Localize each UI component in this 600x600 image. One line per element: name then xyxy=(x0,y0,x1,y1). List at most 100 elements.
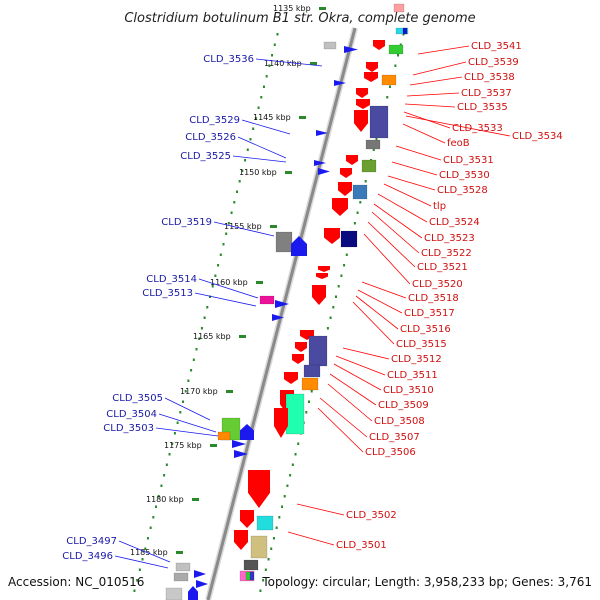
label-connector xyxy=(417,45,470,55)
gene-block xyxy=(217,431,231,441)
backbone xyxy=(205,27,358,600)
label-connector xyxy=(406,92,460,97)
forward-gene-label: CLD_3538 xyxy=(464,72,515,83)
label-connector xyxy=(402,123,446,144)
label-connector xyxy=(296,503,345,516)
label-connector xyxy=(355,295,399,330)
forward-gene-arrow xyxy=(366,62,378,72)
label-connector xyxy=(342,347,390,360)
gene-block xyxy=(323,41,337,50)
forward-gene-arrow xyxy=(356,88,368,98)
label-connector xyxy=(363,233,411,285)
forward-gene-arrow xyxy=(346,155,358,165)
forward-gene-label: CLD_3537 xyxy=(461,88,512,99)
forward-gene-arrow xyxy=(338,182,352,196)
forward-gene-label: CLD_3508 xyxy=(374,416,425,427)
small-gene-arrow xyxy=(272,314,284,321)
kbp-label: 1155 kbp xyxy=(224,222,262,231)
kbp-label: 1135 kbp xyxy=(273,4,311,13)
forward-gene-arrow xyxy=(234,530,248,550)
forward-gene-label: CLD_3539 xyxy=(468,57,519,68)
gene-block xyxy=(275,231,293,253)
gene-block xyxy=(340,230,358,248)
kbp-scale: 1135 kbp 1140 kbp 1145 kbp 1150 kbp 1155 kbp… xyxy=(130,4,326,557)
forward-gene-label: CLD_3502 xyxy=(346,510,397,521)
forward-gene-label: CLD_3511 xyxy=(387,370,438,381)
reverse-gene-arrow xyxy=(240,424,254,440)
forward-gene-arrow xyxy=(354,110,368,132)
forward-gene-arrow xyxy=(248,470,270,508)
map-title: Clostridium botulinum B1 str. Okra, comp… xyxy=(124,11,475,26)
kbp-tick xyxy=(310,62,317,65)
label-connector xyxy=(373,203,423,239)
forward-gene-arrow xyxy=(332,198,348,216)
gene-block xyxy=(250,535,268,559)
kbp-label: 1185 kbp xyxy=(130,548,168,557)
reverse-gene-labels: CLD_3536 CLD_3529 CLD_3526 CLD_3525 CLD_3519… xyxy=(62,54,254,562)
forward-gene-label: CLD_3531 xyxy=(443,155,494,166)
label-connector xyxy=(371,211,420,254)
forward-gene-arrow xyxy=(356,99,370,109)
forward-gene-label: tlp xyxy=(433,201,446,212)
forward-gene-label: CLD_3516 xyxy=(400,324,451,335)
gene-block xyxy=(173,572,189,582)
gene-block xyxy=(285,393,305,435)
label-connector xyxy=(367,221,416,268)
small-gene-arrow xyxy=(314,160,326,166)
forward-gene-label: CLD_3523 xyxy=(424,233,475,244)
forward-gene-label: CLD_3518 xyxy=(408,293,459,304)
kbp-tick xyxy=(226,390,233,393)
forward-gene-arrow xyxy=(292,354,304,364)
reverse-gene-label: CLD_3503 xyxy=(103,423,154,434)
kbp-label: 1175 kbp xyxy=(164,441,202,450)
reverse-gene-label: CLD_3536 xyxy=(203,54,254,65)
forward-gene-arrow xyxy=(284,372,298,384)
gene-block xyxy=(361,159,377,173)
forward-gene-label: CLD_3520 xyxy=(412,279,463,290)
label-connector xyxy=(232,155,287,163)
label-connector xyxy=(391,161,438,176)
reverse-gene-label: CLD_3504 xyxy=(106,409,157,420)
forward-gene-label: CLD_3512 xyxy=(391,354,442,365)
kbp-tick xyxy=(285,171,292,174)
gene-block xyxy=(165,587,183,600)
label-connector xyxy=(155,427,219,437)
gene-block xyxy=(388,44,404,55)
forward-gene-label: CLD_3501 xyxy=(336,540,387,551)
label-connector xyxy=(198,278,259,299)
forward-gene-arrow xyxy=(373,40,385,50)
forward-gene-labels: CLD_3541 CLD_3539 CLD_3538 CLD_3537 CLD_3535… xyxy=(336,41,563,551)
kbp-label: 1165 kbp xyxy=(193,332,231,341)
kbp-tick xyxy=(270,225,277,228)
forward-gene-label: CLD_3515 xyxy=(396,339,447,350)
forward-gene-label: CLD_3541 xyxy=(471,41,522,52)
gene-block xyxy=(301,377,319,391)
reverse-gene-arrow xyxy=(291,236,307,256)
small-gene-arrow xyxy=(316,130,328,136)
kbp-tick xyxy=(210,444,217,447)
label-connector xyxy=(404,103,456,108)
forward-gene-arrow xyxy=(312,285,326,305)
label-connector xyxy=(237,136,287,159)
forward-gene-label: CLD_3510 xyxy=(383,385,434,396)
forward-gene-label: CLD_3521 xyxy=(417,262,468,273)
forward-gene-arrow xyxy=(324,228,340,244)
forward-gene-label: CLD_3530 xyxy=(439,170,490,181)
gene-block xyxy=(395,27,409,35)
label-connector xyxy=(327,383,373,422)
label-connector xyxy=(352,301,395,345)
label-connector xyxy=(335,355,386,376)
gene-block xyxy=(243,559,259,571)
small-gene-arrow xyxy=(334,80,346,86)
reverse-gene-arrow xyxy=(188,586,198,600)
label-connector xyxy=(255,58,323,67)
reverse-gene-label: CLD_3496 xyxy=(62,551,113,562)
gene-block xyxy=(402,27,408,35)
reverse-gene-label: CLD_3497 xyxy=(66,536,117,547)
forward-gene-arrow xyxy=(274,408,288,438)
kbp-tick xyxy=(319,7,326,10)
label-connector xyxy=(329,373,377,406)
label-connector xyxy=(319,397,368,438)
small-gene-arrow xyxy=(232,440,246,448)
label-connector xyxy=(287,531,335,546)
